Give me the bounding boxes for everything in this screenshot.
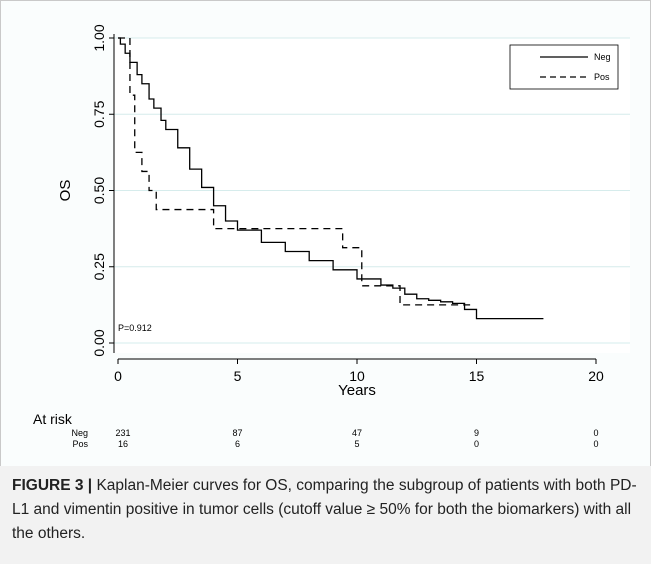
at-risk-value: 87: [232, 428, 242, 438]
x-tick-label: 5: [234, 368, 242, 384]
y-tick-label: 0.25: [91, 253, 107, 280]
y-tick-label: 0.50: [91, 177, 107, 204]
legend-label-pos: Pos: [594, 72, 610, 82]
y-tick-label: 0.75: [91, 100, 107, 127]
km-chart: 0.00 0.25 0.50 0.75 1.00 0 5 10 15 20 OS Years P=…: [33, 24, 630, 449]
km-curve-neg: [118, 37, 544, 320]
grid-lines: [114, 37, 630, 344]
x-tick-label: 15: [469, 368, 485, 384]
x-tick-label: 20: [588, 368, 604, 384]
caption-label: FIGURE 3 |: [12, 477, 93, 494]
km-curve-pos: [118, 37, 475, 306]
axes: 0.00 0.25 0.50 0.75 1.00 0 5 10 15 20: [91, 24, 604, 384]
at-risk-value: 6: [235, 439, 240, 449]
survival-curves: [118, 37, 544, 320]
at-risk-value: 0: [474, 439, 479, 449]
y-tick-label: 1.00: [91, 24, 107, 51]
y-tick-label: 0.00: [91, 329, 107, 356]
at-risk-value: 0: [593, 439, 598, 449]
at-risk-value: 9: [474, 428, 479, 438]
at-risk-value: 0: [593, 428, 598, 438]
figure-caption: FIGURE 3 | Kaplan-Meier curves for OS, c…: [12, 474, 644, 546]
x-tick-label: 10: [349, 368, 365, 384]
legend: Neg Pos: [509, 44, 619, 90]
at-risk-row-label: Pos: [72, 439, 88, 449]
at-risk-value: 231: [115, 428, 130, 438]
y-axis-label: OS: [57, 180, 74, 202]
caption-text: Kaplan-Meier curves for OS, comparing th…: [12, 477, 637, 542]
plot-region: [114, 38, 630, 353]
at-risk-value: 47: [352, 428, 362, 438]
legend-label-neg: Neg: [594, 52, 611, 62]
at-risk-value: 16: [118, 439, 128, 449]
x-axis-label: Years: [338, 382, 376, 399]
caption-box: [0, 466, 651, 564]
legend-box: [509, 44, 619, 90]
at-risk-row-label: Neg: [71, 428, 88, 438]
at-risk-value: 5: [354, 439, 359, 449]
x-tick-label: 0: [114, 368, 122, 384]
p-value-annotation: P=0.912: [118, 323, 152, 333]
at-risk-header: At risk: [33, 411, 73, 427]
